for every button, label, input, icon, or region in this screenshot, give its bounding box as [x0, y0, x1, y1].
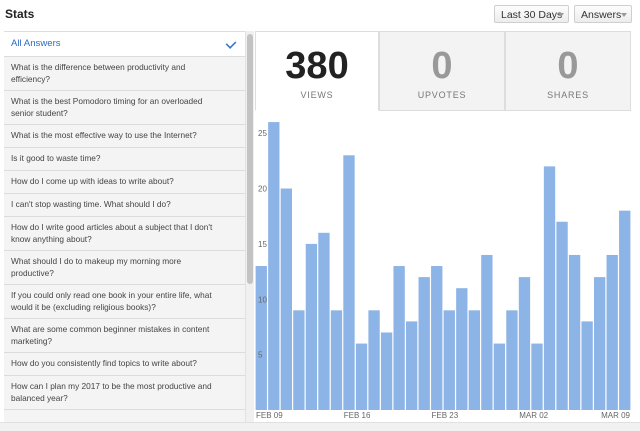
sidebar-item-label: How do I write good articles about a sub…: [11, 222, 213, 244]
sidebar-item-all-answers[interactable]: All Answers: [4, 32, 245, 57]
chart-bar[interactable]: [531, 343, 543, 410]
views-chart: 5 10 15 20 25 FEB 09 FEB 16 FEB 23 MAR 02 MAR 09: [255, 111, 631, 422]
upvotes-count: 0: [431, 45, 453, 87]
chart-bar[interactable]: [343, 155, 355, 410]
chevron-down-icon: [621, 13, 627, 17]
sidebar-item-label: What should I do to makeup my morning mo…: [11, 256, 182, 278]
page-title: Stats: [5, 7, 35, 21]
views-tab[interactable]: 380 VIEWS: [255, 31, 379, 111]
content-type-select[interactable]: Answers: [574, 5, 632, 23]
x-tick-label: MAR 09: [601, 411, 630, 420]
chart-bar[interactable]: [619, 210, 631, 410]
chart-bar[interactable]: [481, 254, 493, 410]
sidebar-item[interactable]: If you could only read one book in your …: [4, 285, 245, 319]
sidebar-item-label: Is it good to waste time?: [11, 153, 101, 164]
sidebar-item-label: If you could only read one book in your …: [11, 290, 212, 312]
chart-bar[interactable]: [393, 266, 405, 410]
chart-bar[interactable]: [305, 243, 318, 410]
date-range-select[interactable]: Last 30 Days: [494, 5, 569, 23]
sidebar-item[interactable]: How can I plan my 2017 to be the most pr…: [4, 376, 245, 410]
sidebar-item[interactable]: How do I come up with ideas to write abo…: [4, 171, 245, 194]
chart-bar[interactable]: [518, 277, 531, 410]
chart-bar[interactable]: [581, 321, 593, 410]
chart-bar[interactable]: [506, 310, 518, 410]
chart-bar[interactable]: [443, 310, 455, 410]
sidebar-item-label: What is the best Pomodoro timing for an …: [11, 96, 203, 118]
chevron-down-icon: [558, 13, 564, 17]
shares-tab[interactable]: 0 SHARES: [505, 31, 631, 111]
chart-bar[interactable]: [255, 266, 267, 410]
chart-bar[interactable]: [594, 277, 606, 410]
views-bar-chart: 5 10 15 20 25 FEB 09 FEB 16 FEB 23 MAR 02 MAR 09: [255, 122, 631, 420]
content-type-value: Answers: [581, 9, 622, 21]
x-tick-label: FEB 23: [431, 411, 458, 420]
check-icon: [225, 38, 237, 49]
sidebar-item[interactable]: I can't stop wasting time. What should I…: [4, 194, 245, 217]
chart-bar[interactable]: [556, 221, 568, 410]
header: Stats Last 30 Days Answers: [0, 0, 640, 30]
chart-bar[interactable]: [418, 277, 430, 410]
sidebar-item-label: What is the most effective way to use th…: [11, 130, 197, 141]
sidebar-item-label: How do you consistently find topics to w…: [11, 358, 197, 369]
shares-label: SHARES: [547, 90, 589, 100]
date-range-value: Last 30 Days: [501, 9, 563, 21]
sidebar-item[interactable]: What is the best Pomodoro timing for an …: [4, 91, 245, 125]
shares-count: 0: [557, 45, 579, 87]
chart-bar[interactable]: [380, 332, 393, 410]
upvotes-tab[interactable]: 0 UPVOTES: [379, 31, 505, 111]
sidebar-item[interactable]: What is the most effective way to use th…: [4, 125, 245, 148]
sidebar-item-label: How do I come up with ideas to write abo…: [11, 176, 174, 187]
y-tick-label: 20: [258, 185, 267, 194]
chart-bar[interactable]: [468, 310, 480, 410]
sidebar-item[interactable]: How do you consistently find topics to w…: [4, 353, 245, 376]
sidebar-item[interactable]: What is the difference between productiv…: [4, 57, 245, 91]
sidebar-item-label: What are some common beginner mistakes i…: [11, 324, 210, 346]
chart-bar[interactable]: [493, 343, 506, 410]
sidebar-scrollbar[interactable]: [245, 31, 254, 422]
answers-sidebar: All Answers What is the difference betwe…: [4, 31, 245, 422]
sidebar-item-label: All Answers: [11, 38, 61, 50]
chart-bar[interactable]: [606, 254, 618, 410]
chart-bar[interactable]: [368, 310, 380, 410]
upvotes-label: UPVOTES: [417, 90, 467, 100]
x-tick-label: FEB 16: [344, 411, 371, 420]
chart-bar[interactable]: [330, 310, 343, 410]
chart-bar[interactable]: [268, 122, 280, 410]
scrollbar-thumb[interactable]: [247, 34, 253, 284]
bottom-bar: [0, 422, 640, 431]
views-label: VIEWS: [300, 90, 334, 100]
stats-summary: 380 VIEWS 0 UPVOTES 0 SHARES: [255, 31, 631, 111]
chart-bar[interactable]: [543, 166, 556, 410]
sidebar-item-label: What is the difference between productiv…: [11, 62, 186, 84]
y-tick-label: 15: [258, 240, 267, 249]
chart-bar[interactable]: [568, 254, 581, 410]
chart-bar[interactable]: [355, 343, 368, 410]
chart-bar[interactable]: [431, 266, 443, 410]
sidebar-item-label: How can I plan my 2017 to be the most pr…: [11, 381, 212, 403]
chart-bar[interactable]: [293, 310, 305, 410]
y-tick-label: 5: [258, 351, 263, 360]
views-count: 380: [285, 45, 349, 87]
y-tick-label: 10: [258, 295, 267, 304]
sidebar-item[interactable]: Is it good to waste time?: [4, 148, 245, 171]
chart-bar[interactable]: [280, 188, 292, 410]
chart-bar[interactable]: [406, 321, 418, 410]
sidebar-item-label: I can't stop wasting time. What should I…: [11, 199, 171, 210]
chart-bar[interactable]: [318, 232, 330, 410]
x-tick-label: FEB 09: [256, 411, 283, 420]
y-tick-label: 25: [258, 129, 267, 138]
sidebar-item[interactable]: What should I do to makeup my morning mo…: [4, 251, 245, 285]
x-tick-label: MAR 02: [519, 411, 548, 420]
sidebar-item[interactable]: What are some common beginner mistakes i…: [4, 319, 245, 353]
sidebar-item[interactable]: How do I write good articles about a sub…: [4, 217, 245, 251]
chart-bar[interactable]: [456, 288, 468, 410]
